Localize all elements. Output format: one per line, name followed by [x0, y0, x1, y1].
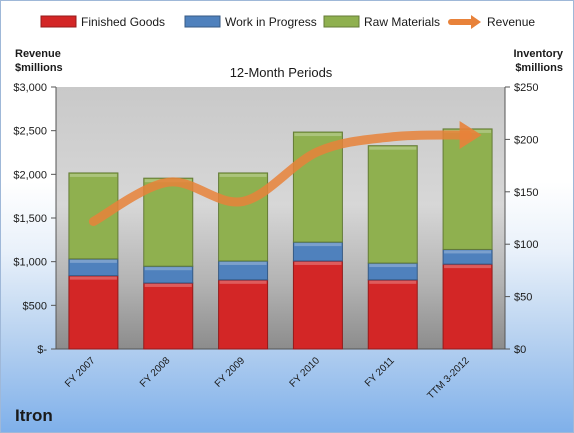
bar-highlight	[294, 133, 342, 137]
right-tick-label: $0	[514, 344, 526, 356]
bar-highlight	[444, 265, 492, 269]
company-name: Itron	[15, 406, 53, 425]
bar-highlight	[219, 261, 267, 265]
x-tick-label: TTM 3-2012	[425, 355, 472, 402]
bar-highlight	[369, 146, 417, 150]
x-tick-label: FY 2008	[138, 355, 173, 390]
left-tick-label: $500	[23, 300, 47, 312]
legend-swatch-finished-goods	[40, 15, 77, 28]
legend-label-finished-goods: Finished Goods	[81, 15, 165, 29]
left-axis-title-line2: $millions	[15, 62, 63, 74]
legend-swatch-raw-materials	[323, 15, 360, 28]
legend-label-revenue: Revenue	[487, 15, 535, 29]
bar-highlight	[294, 261, 342, 265]
revenue-line	[88, 130, 473, 226]
bar-highlight	[144, 283, 192, 287]
left-tick-label: $3,000	[13, 82, 47, 94]
left-tick-label: $1,000	[13, 257, 47, 269]
bar-finished-goods	[367, 279, 418, 350]
legend-swatch-work-in-progress	[184, 15, 221, 28]
bar-finished-goods	[143, 282, 194, 350]
plot-area	[56, 87, 505, 349]
legend-label-raw-materials: Raw Materials	[364, 15, 440, 29]
bar-highlight	[69, 276, 117, 280]
right-axis-title-line2: $millions	[515, 62, 563, 74]
bar-highlight	[369, 264, 417, 268]
left-tick-label: $1,500	[13, 213, 47, 225]
x-tick-label: FY 2007	[63, 355, 98, 390]
left-axis-title-line1: Revenue	[15, 48, 61, 60]
bar-finished-goods	[68, 275, 119, 350]
bar-raw-materials	[143, 177, 194, 267]
bar-raw-materials	[218, 172, 269, 262]
bar-highlight	[144, 267, 192, 271]
bar-highlight	[294, 243, 342, 247]
left-tick-label: $-	[37, 344, 47, 356]
right-tick-label: $250	[514, 82, 538, 94]
bar-raw-materials	[442, 128, 493, 250]
x-tick-label: FY 2009	[213, 355, 248, 390]
right-tick-label: $50	[514, 292, 532, 304]
bar-finished-goods	[442, 263, 493, 350]
bar-highlight	[444, 250, 492, 254]
right-tick-label: $150	[514, 187, 538, 199]
chart-title: 12-Month Periods	[230, 65, 333, 80]
right-axis-title-line1: Inventory	[513, 48, 563, 60]
legend-label-work-in-progress: Work in Progress	[225, 15, 317, 29]
left-tick-label: $2,500	[13, 126, 47, 138]
bar-highlight	[369, 280, 417, 284]
bar-raw-materials	[367, 145, 418, 264]
x-tick-label: FY 2010	[288, 355, 323, 390]
right-tick-label: $200	[514, 134, 538, 146]
bar-finished-goods	[292, 260, 343, 350]
revenue-arrowhead	[459, 121, 482, 150]
legend-arrow-revenue	[471, 15, 481, 29]
left-tick-label: $2,000	[13, 169, 47, 181]
bar-highlight	[69, 259, 117, 263]
x-tick-label: FY 2011	[363, 355, 397, 389]
bar-finished-goods	[218, 279, 269, 350]
bar-highlight	[219, 280, 267, 284]
bar-highlight	[219, 173, 267, 177]
right-tick-label: $100	[514, 239, 538, 251]
bar-highlight	[69, 173, 117, 177]
